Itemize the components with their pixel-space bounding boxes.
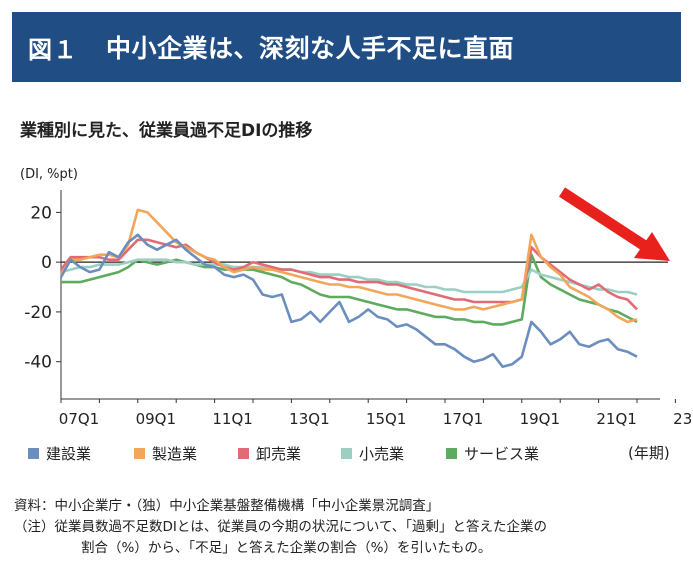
x-tick-label: 07Q1	[59, 410, 99, 428]
series-line-2	[59, 208, 638, 324]
figure-number: 図１	[28, 35, 78, 64]
source-note: 資料：中小企業庁・（独）中小企業基盤整備機構「中小企業景況調査」	[14, 498, 440, 514]
x-axis-label: (年期)	[628, 444, 670, 462]
legend-label: サービス業	[464, 445, 539, 463]
arrow-shaft	[558, 187, 652, 253]
note-line-1: （注）従業員数過不足数DIとは、従業員の今期の状況について、「過剰」と答えた企業…	[14, 519, 548, 535]
note-line-2: 割合（%）から、「不足」と答えた企業の割合（%）を引いたもの。	[81, 540, 492, 556]
figure-title: 中小企業は、深刻な人手不足に直面	[106, 34, 515, 63]
series-line-1	[59, 233, 638, 369]
chart-notes: 資料：中小企業庁・（独）中小企業基盤整備機構「中小企業景況調査」 （注）従業員数…	[14, 496, 547, 559]
chart-axes: (DI, %pt) 20 0 -20 -40 07Q1 09Q1 11Q1 13Q1 15Q1 17…	[20, 167, 693, 428]
chart-title: 業種別に見た、従業員過不足DIの推移	[20, 121, 313, 141]
legend-label: 製造業	[152, 445, 197, 463]
series-line-4	[60, 258, 638, 296]
x-tick-label: 11Q1	[212, 410, 252, 428]
legend-label: 小売業	[359, 445, 404, 463]
legend-swatch	[28, 448, 39, 459]
red-arrow-annotation	[558, 187, 670, 261]
y-tick-label: 0	[41, 253, 52, 273]
x-tick-label: 19Q1	[520, 410, 560, 428]
line-chart: (DI, %pt) 20 0 -20 -40 07Q1 09Q1 11Q1 13Q1 15Q1 17…	[20, 167, 693, 463]
x-tick-label: 09Q1	[136, 410, 176, 428]
x-tick-label: 15Q1	[366, 410, 406, 428]
legend-swatch	[238, 448, 249, 459]
series-line-5	[61, 253, 638, 326]
legend-label: 卸売業	[256, 445, 301, 463]
y-tick-label: -20	[24, 303, 52, 323]
chart-legend: 建設業 製造業 卸売業 小売業 サービス業 (年期)	[28, 444, 670, 463]
series-line-3	[59, 238, 638, 311]
legend-label: 建設業	[46, 445, 91, 463]
legend-swatch	[341, 448, 352, 459]
figure-header: 図１ 中小企業は、深刻な人手不足に直面	[12, 12, 681, 82]
x-tick-label: 23Q1	[673, 410, 693, 428]
x-tick-label: 13Q1	[289, 410, 329, 428]
x-tick-label: 17Q1	[443, 410, 483, 428]
y-tick-label: -40	[24, 353, 52, 373]
y-tick-label: 20	[30, 203, 52, 223]
y-axis-label: (DI, %pt)	[20, 167, 78, 182]
arrow-head	[634, 232, 670, 261]
chart-lines	[59, 208, 638, 369]
x-tick-label: 21Q1	[596, 410, 636, 428]
legend-swatch	[134, 448, 145, 459]
legend-swatch	[446, 448, 457, 459]
